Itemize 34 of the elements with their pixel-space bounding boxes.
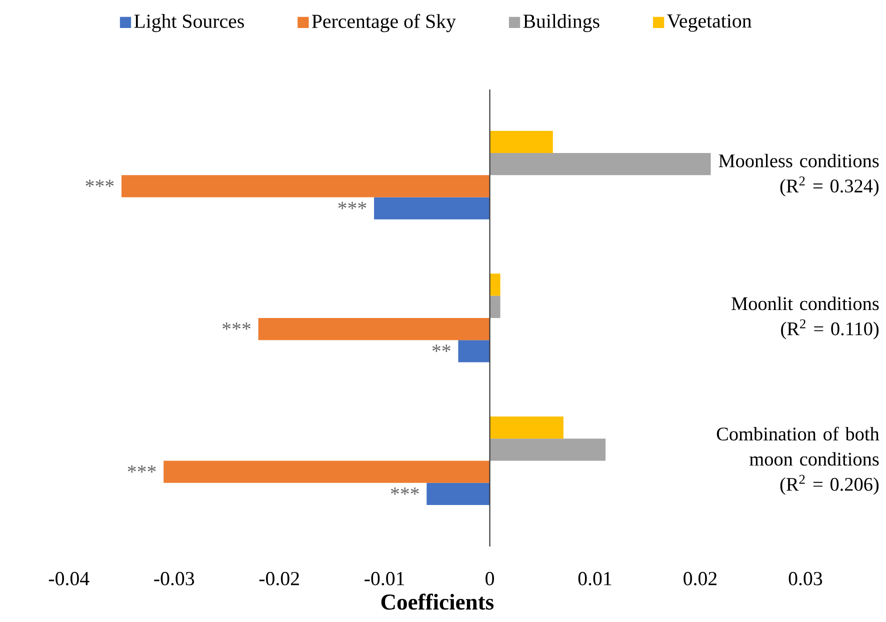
annotation: *** <box>338 202 366 210</box>
legend-label: Buildings <box>523 14 600 32</box>
bar <box>490 130 553 153</box>
x-tick-label: 0.01 <box>578 572 612 586</box>
bar <box>258 318 490 340</box>
x-tick-label: -0.04 <box>48 572 90 586</box>
bar <box>490 274 500 296</box>
bar <box>426 482 490 506</box>
x-tick-label: -0.03 <box>154 572 194 586</box>
legend-label: Vegetation <box>667 14 752 32</box>
x-axis-title: Coefficients <box>381 594 494 610</box>
bar <box>490 153 711 176</box>
legend-label: Light Sources <box>134 14 244 32</box>
x-tick-label: -0.01 <box>364 572 404 586</box>
annotation: *** <box>128 465 156 473</box>
x-tick-label: 0.03 <box>788 572 822 586</box>
bar <box>490 296 500 318</box>
annotation: *** <box>390 487 419 495</box>
bar <box>164 460 490 483</box>
y-tick-label: Moonlit conditions (R$^{2}$ = 0.110) <box>732 296 879 340</box>
legend-label: Percentage of Sky <box>312 14 456 32</box>
x-tick-label: 0 <box>486 572 494 586</box>
bar <box>458 340 490 362</box>
bar <box>374 197 490 220</box>
y-tick-label: Moonless conditions (R$^{2}$ = 0.324) <box>718 154 879 196</box>
y-tick-label: Combination of both moon conditions (R$^{2}$ = 0.206) <box>716 426 880 495</box>
x-tick-label: -0.02 <box>259 572 299 586</box>
x-tick-label: 0.02 <box>684 572 717 586</box>
bar <box>490 438 606 461</box>
annotation: *** <box>86 180 114 187</box>
annotation: *** <box>222 322 250 330</box>
bar <box>490 416 564 439</box>
bar <box>122 175 490 198</box>
annotation: ** <box>432 344 450 352</box>
